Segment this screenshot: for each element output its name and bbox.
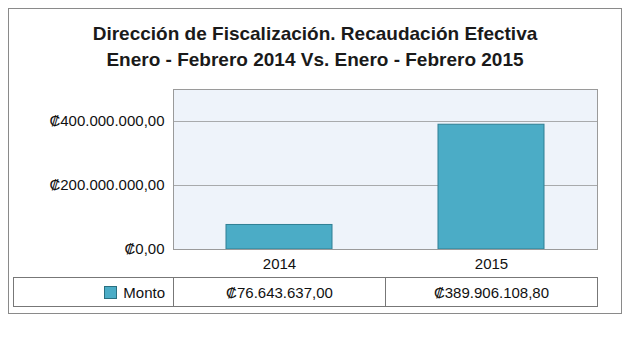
svg-text:₡200.000.000,00: ₡200.000.000,00	[49, 176, 164, 193]
svg-text:₡0,00: ₡0,00	[124, 240, 164, 257]
html-text:Monto: Monto	[123, 283, 165, 301]
svg-text:₡400.000.000,00: ₡400.000.000,00	[49, 112, 164, 129]
svg-text:2015: 2015	[475, 255, 508, 272]
html-text:₡389.906.108,80: ₡389.906.108,80	[433, 283, 549, 301]
html-text:Dirección de Fiscalización. Re: Dirección de Fiscalización. Recaudación …	[92, 23, 538, 70]
html-text:₡76.643.637,00: ₡76.643.637,00	[226, 283, 333, 301]
svg-text:2014: 2014	[263, 255, 296, 272]
